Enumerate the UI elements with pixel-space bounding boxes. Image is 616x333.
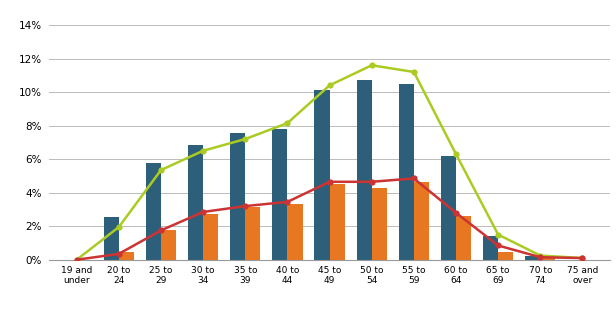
Bar [203,214,218,260]
Bar [357,80,371,260]
Bar [103,217,119,260]
Bar [371,188,387,260]
Bar [288,203,302,260]
Bar [483,236,498,260]
Bar [314,90,330,260]
Bar [146,163,161,260]
Bar [161,229,176,260]
Bar [188,145,203,260]
Bar [119,252,134,260]
Bar [525,256,540,260]
Bar [498,252,513,260]
Bar [230,133,245,260]
Bar [330,184,345,260]
Bar [272,129,288,260]
Bar [540,258,556,260]
Bar [456,216,471,260]
Bar [441,156,456,260]
Bar [414,182,429,260]
Bar [245,207,261,260]
Bar [399,84,414,260]
